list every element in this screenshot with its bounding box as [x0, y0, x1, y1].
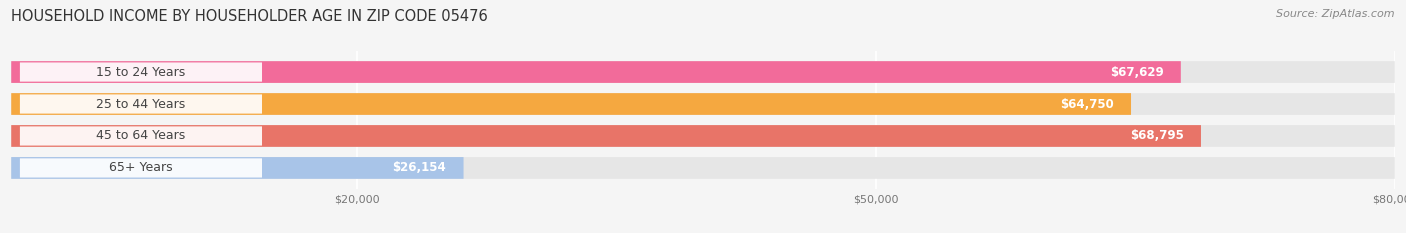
FancyBboxPatch shape	[11, 157, 464, 179]
FancyBboxPatch shape	[11, 61, 1395, 83]
Text: 65+ Years: 65+ Years	[110, 161, 173, 175]
FancyBboxPatch shape	[20, 94, 262, 114]
FancyBboxPatch shape	[20, 158, 262, 178]
FancyBboxPatch shape	[11, 61, 1181, 83]
Text: 25 to 44 Years: 25 to 44 Years	[97, 97, 186, 110]
FancyBboxPatch shape	[11, 125, 1395, 147]
Text: 45 to 64 Years: 45 to 64 Years	[97, 130, 186, 143]
Text: 15 to 24 Years: 15 to 24 Years	[97, 65, 186, 79]
FancyBboxPatch shape	[11, 157, 1395, 179]
FancyBboxPatch shape	[11, 93, 1130, 115]
Text: $64,750: $64,750	[1060, 97, 1114, 110]
FancyBboxPatch shape	[20, 62, 262, 82]
Text: $26,154: $26,154	[392, 161, 446, 175]
Text: $67,629: $67,629	[1109, 65, 1164, 79]
Text: HOUSEHOLD INCOME BY HOUSEHOLDER AGE IN ZIP CODE 05476: HOUSEHOLD INCOME BY HOUSEHOLDER AGE IN Z…	[11, 9, 488, 24]
FancyBboxPatch shape	[11, 93, 1395, 115]
Text: Source: ZipAtlas.com: Source: ZipAtlas.com	[1277, 9, 1395, 19]
FancyBboxPatch shape	[11, 125, 1201, 147]
FancyBboxPatch shape	[20, 126, 262, 146]
Text: $68,795: $68,795	[1130, 130, 1184, 143]
